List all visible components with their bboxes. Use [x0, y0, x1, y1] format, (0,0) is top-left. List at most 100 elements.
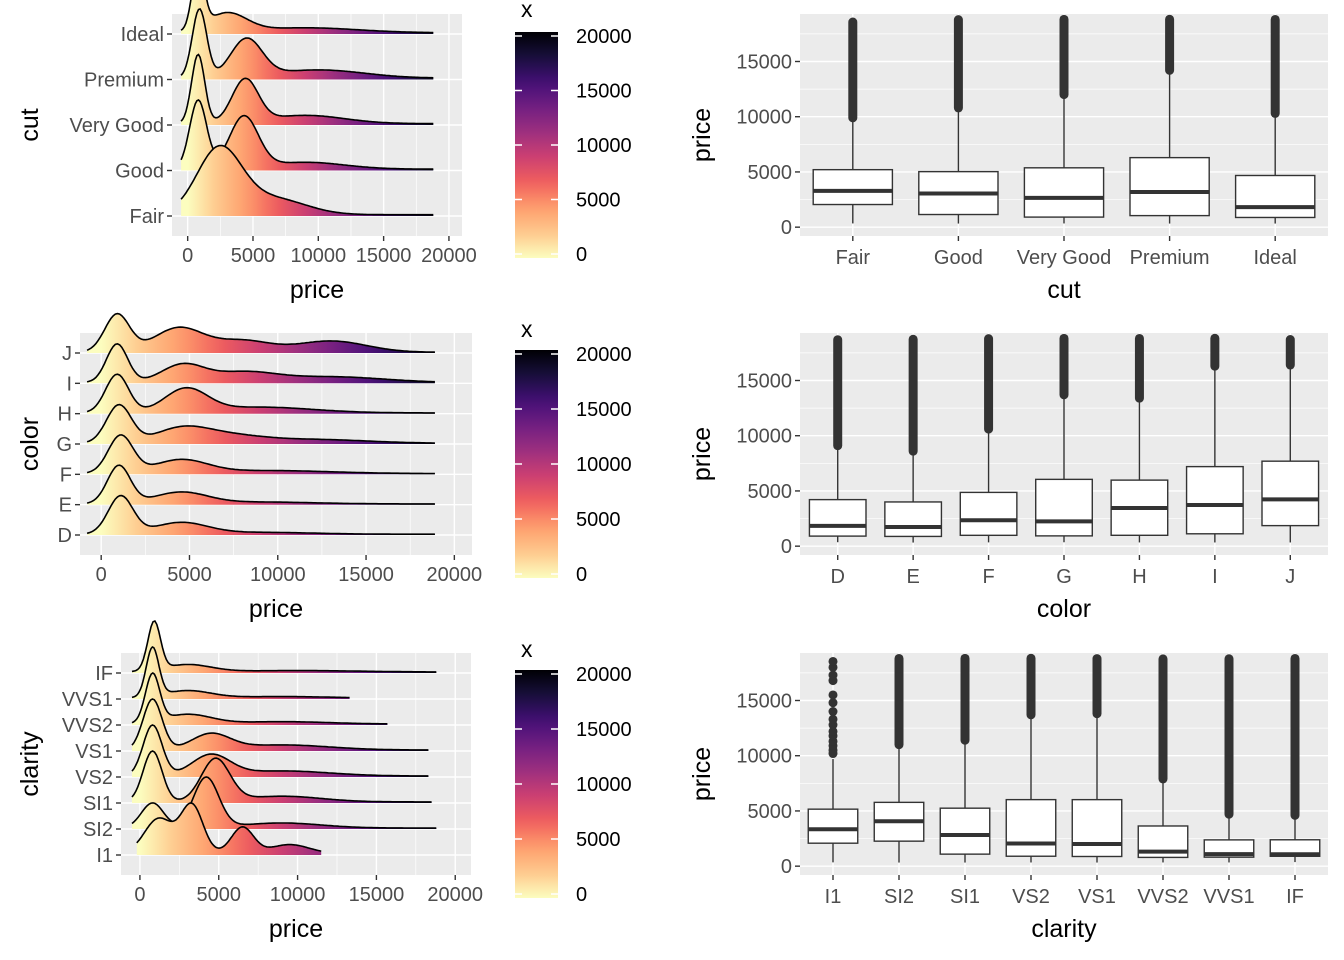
y-tick-label: VVS2: [62, 715, 113, 737]
boxplot-panel-cut: 0 5000 10000 15000 Fair Good Very Good Premium I…: [688, 14, 1328, 304]
box-Good: [918, 15, 999, 224]
ridge-IF: [132, 621, 437, 673]
legend-title: x: [521, 636, 533, 662]
box-body: [1035, 478, 1093, 537]
x-tick-label: 15000: [349, 884, 405, 906]
legend-tick-label: 0: [576, 884, 587, 906]
ridge-outline-Premium: [180, 8, 434, 79]
x-tick-label: 15000: [338, 564, 394, 586]
y-tick-label: H: [58, 404, 72, 426]
x-tick-label: I1: [825, 886, 842, 908]
y-tick-label: J: [62, 343, 72, 365]
x-tick-label: 0: [134, 884, 145, 906]
y-tick-label: IF: [95, 663, 113, 685]
box-body: [959, 491, 1018, 537]
outlier-point: [828, 690, 838, 700]
box-IF: [1269, 653, 1321, 863]
x-tick-label: SI1: [950, 886, 980, 908]
x-tick-label: 15000: [356, 245, 412, 267]
ridge-outline-H: [86, 373, 435, 414]
outlier-point: [828, 714, 838, 724]
box-G: [1035, 333, 1093, 543]
box-J: [1261, 335, 1320, 543]
box-F: [959, 334, 1018, 543]
ridge-E: [87, 465, 435, 505]
ridge-Very Good: [181, 54, 434, 125]
x-tick-label: Good: [934, 247, 983, 269]
colorbar-legend: x 20000 15000 10000 5000 0: [515, 316, 632, 586]
box-Ideal: [1234, 14, 1316, 224]
x-tick-label: 20000: [421, 245, 477, 267]
outlier-point: [828, 656, 838, 666]
box-Fair: [812, 17, 894, 224]
box-body: [808, 498, 867, 537]
colorbar: [515, 32, 558, 258]
outlier-point: [828, 707, 838, 717]
y-tick-label: 5000: [748, 162, 793, 184]
ridge-outline-I1: [136, 802, 322, 852]
ridge-outline-IF: [131, 619, 437, 673]
box-VS1: [1071, 654, 1123, 863]
ridge-outline-Ideal: [180, 0, 434, 34]
y-tick-label: Ideal: [121, 24, 164, 46]
y-tick-label: 5000: [748, 481, 793, 503]
x-axis-title: cut: [1047, 276, 1080, 304]
box-body: [1129, 156, 1210, 217]
colorbar-legend: x 20000 15000 10000 5000 0: [515, 0, 632, 266]
y-tick-label: Good: [115, 161, 164, 183]
ridge-outline-VVS2: [131, 672, 388, 725]
box-I1: [807, 656, 859, 863]
box-I: [1185, 333, 1244, 543]
legend-tick-label: 15000: [576, 399, 632, 421]
box-D: [808, 335, 867, 543]
ridge-outline-D: [86, 494, 435, 535]
y-tick-label: I1: [96, 845, 113, 867]
y-tick-label: 10000: [736, 107, 792, 129]
y-tick-label: 0: [781, 856, 792, 878]
box-body: [1005, 798, 1057, 857]
legend-tick-label: 10000: [576, 135, 632, 157]
y-tick-label: 15000: [736, 370, 792, 392]
ridge-VS2: [132, 725, 429, 777]
y-axis-title: price: [688, 427, 716, 481]
x-tick-label: E: [906, 566, 919, 588]
legend-tick-label: 20000: [576, 26, 632, 48]
y-tick-label: SI2: [83, 819, 113, 841]
x-tick-label: D: [830, 566, 844, 588]
x-axis-title: color: [1037, 595, 1091, 623]
legend-tick-label: 10000: [576, 454, 632, 476]
y-tick-label: 10000: [736, 426, 792, 448]
legend-tick-label: 5000: [576, 829, 621, 851]
ridge-outline-VS1: [131, 698, 429, 751]
y-tick-label: 0: [781, 536, 792, 558]
x-tick-label: G: [1056, 566, 1072, 588]
y-tick-label: VVS1: [62, 689, 113, 711]
x-tick-label: 20000: [427, 564, 483, 586]
y-tick-label: 5000: [748, 801, 793, 823]
box-body: [807, 808, 859, 844]
outlier-point: [828, 670, 838, 680]
box-body: [1261, 460, 1320, 527]
x-tick-label: Premium: [1130, 247, 1210, 269]
legend-title: x: [521, 0, 533, 22]
colorbar-legend: x 20000 15000 10000 5000 0: [515, 636, 632, 906]
box-VVS2: [1137, 654, 1189, 863]
ridge-outline-G: [86, 403, 435, 444]
y-tick-label: 10000: [736, 746, 792, 768]
legend-tick-label: 5000: [576, 190, 621, 212]
outlier-point: [828, 726, 838, 736]
box-body: [1185, 465, 1244, 535]
y-tick-label: D: [58, 525, 72, 547]
ridge-Premium: [181, 9, 434, 80]
legend-tick-label: 10000: [576, 774, 632, 796]
x-tick-label: H: [1132, 566, 1146, 588]
x-tick-label: 0: [96, 564, 107, 586]
y-tick-label: SI1: [83, 793, 113, 815]
ridge-SI2: [132, 777, 437, 829]
y-tick-label: Premium: [84, 70, 164, 92]
x-tick-label: 10000: [270, 884, 326, 906]
x-tick-label: VS2: [1012, 886, 1050, 908]
box-body: [812, 168, 894, 206]
x-axis-title: price: [269, 915, 323, 943]
